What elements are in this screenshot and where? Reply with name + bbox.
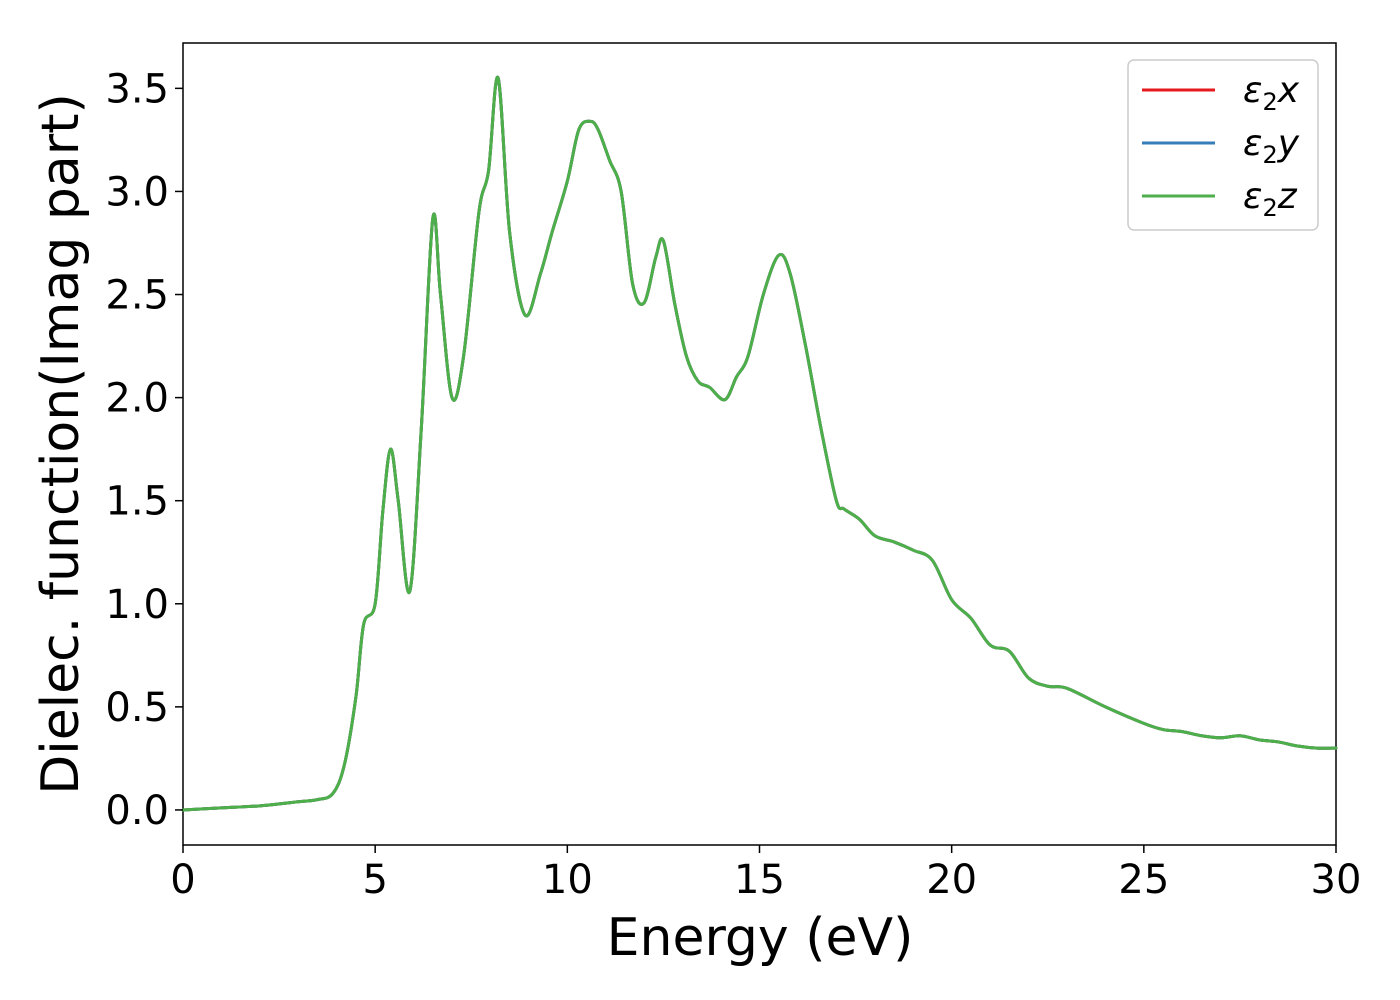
x-tick-label: 30 (1311, 857, 1362, 903)
y-axis-label: Dielec. function(Imag part) (31, 93, 91, 795)
x-tick-label: 20 (926, 857, 977, 903)
y-tick-label: 3.0 (105, 169, 169, 215)
y-tick-label: 0.0 (105, 788, 169, 834)
x-axis-label: Energy (eV) (607, 908, 914, 968)
y-tick-label: 1.0 (105, 582, 169, 628)
x-tick-label: 10 (542, 857, 593, 903)
y-tick-label: 0.5 (105, 685, 169, 731)
y-axis-ticks: 0.0 0.5 1.0 1.5 2.0 2.5 3.0 3.5 (105, 66, 183, 834)
x-tick-label: 25 (1118, 857, 1169, 903)
x-tick-label: 15 (734, 857, 785, 903)
x-tick-label: 0 (170, 857, 195, 903)
series-line-z (181, 75, 1338, 812)
x-tick-label: 5 (362, 857, 387, 903)
legend-label-y: ε2y (1243, 123, 1300, 169)
y-tick-label: 2.5 (105, 273, 169, 319)
legend-label-z: ε2z (1243, 176, 1298, 222)
y-tick-label: 1.5 (105, 479, 169, 525)
legend-label-x: ε2x (1243, 70, 1300, 116)
y-tick-label: 3.5 (105, 66, 169, 112)
y-tick-label: 2.0 (105, 376, 169, 422)
legend-box (1127, 59, 1319, 231)
series-layer (181, 75, 1338, 812)
legend: ε2x ε2y ε2z (1127, 59, 1319, 231)
x-axis-ticks: 0 5 10 15 20 25 30 (170, 845, 1361, 903)
